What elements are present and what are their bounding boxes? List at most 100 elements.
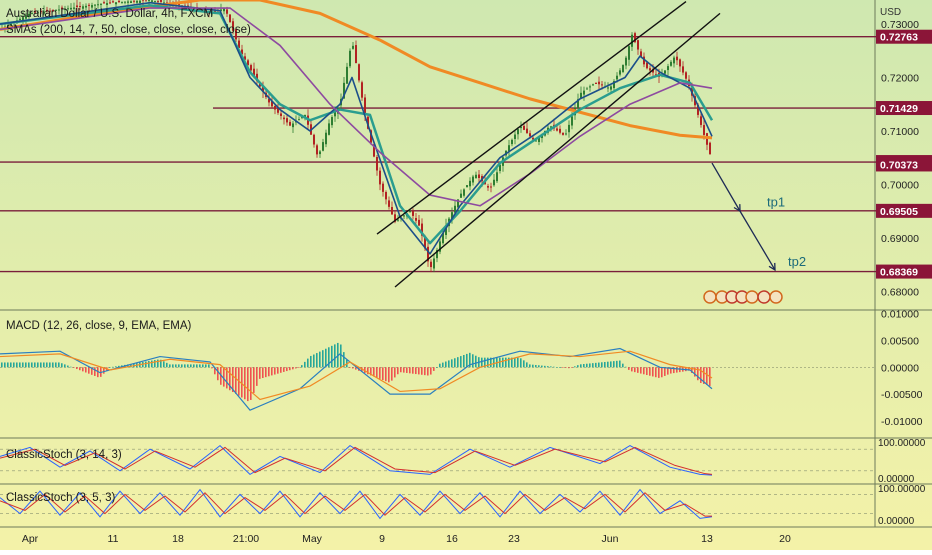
macd-histogram-bar [316, 353, 318, 368]
candle-body [301, 117, 303, 119]
event-flag[interactable] [757, 290, 771, 304]
level-price-tag[interactable] [876, 157, 932, 172]
event-flag[interactable] [703, 290, 717, 304]
macd-histogram-bar [241, 367, 243, 398]
stoch1-line-1[interactable] [0, 444, 713, 476]
candle-body [703, 125, 705, 135]
candle-body [697, 104, 699, 115]
candle-body [250, 65, 252, 71]
time-tick-label: 21:00 [233, 533, 259, 545]
level-price-tag[interactable] [876, 264, 932, 279]
candle-body [421, 223, 423, 236]
time-tick-label: 11 [108, 533, 119, 545]
stoch1-line-2[interactable] [0, 446, 713, 475]
level-price-tag[interactable] [876, 203, 932, 218]
macd-histogram-bar [631, 367, 633, 372]
macd-histogram-bar [184, 364, 186, 368]
macd-histogram-bar [694, 367, 696, 377]
sma-line-1[interactable] [0, 0, 713, 140]
macd-histogram-bar [436, 367, 438, 368]
candle-body [442, 232, 444, 244]
stoch2-line-1[interactable] [0, 488, 713, 520]
target-label[interactable]: tp1 [767, 195, 785, 210]
candle-body [55, 9, 57, 11]
level-price-tag[interactable] [876, 101, 932, 116]
macd-histogram-bar [70, 366, 72, 368]
macd-histogram-bar [589, 363, 591, 368]
macd-tick-label: 0.00000 [881, 362, 919, 374]
candle-body [49, 10, 51, 12]
candle-body [235, 29, 237, 40]
symbol-title[interactable]: Australian Dollar / U.S. Dollar, 4h, FXC… [6, 8, 213, 20]
stoch2-indicator-label[interactable]: ClassicStoch (3, 5, 3) [6, 492, 115, 504]
channel-line[interactable] [376, 1, 687, 235]
macd-histogram-bar [82, 367, 84, 372]
macd-line[interactable] [0, 347, 713, 411]
macd-histogram-bar [409, 367, 411, 374]
macd-histogram-bar [556, 367, 558, 368]
event-flag[interactable] [745, 290, 759, 304]
macd-histogram-bar [148, 361, 150, 368]
candle-body [565, 133, 567, 135]
macd-histogram-bar [661, 367, 663, 378]
macd-tick-label: -0.00500 [881, 389, 923, 401]
candle-body [610, 86, 612, 90]
macd-histogram-bar [205, 364, 207, 368]
macd-histogram-bar [505, 357, 507, 368]
macd-histogram-bar [244, 367, 246, 400]
candle-body [628, 46, 630, 60]
candle-body [346, 66, 348, 84]
candle-body [568, 124, 570, 133]
sma-line-2[interactable] [0, 4, 714, 245]
macd-histogram-bar [679, 367, 681, 373]
macd-signal-line[interactable] [0, 350, 713, 401]
macd-histogram-bar [178, 364, 180, 368]
macd-histogram-bar [559, 367, 561, 368]
macd-histogram-bar [421, 367, 423, 375]
macd-indicator-label[interactable]: MACD (12, 26, close, 9, EMA, EMA) [6, 320, 192, 332]
candle-body [94, 4, 96, 6]
candle-body [613, 81, 615, 89]
candle-body [283, 117, 285, 120]
candle-body [433, 258, 435, 269]
candle-body [82, 6, 84, 9]
macd-histogram-bar [310, 355, 312, 368]
stoch2-line-2[interactable] [0, 492, 712, 517]
time-tick-label: 9 [379, 533, 385, 545]
sma-line-3[interactable] [0, 1, 713, 255]
macd-histogram-bar [583, 364, 585, 368]
macd-histogram-bar [388, 367, 390, 383]
channel-line[interactable] [394, 12, 721, 288]
candle-body [322, 142, 324, 151]
candle-body [655, 74, 657, 76]
candle-body [226, 9, 228, 14]
macd-histogram-bar [199, 364, 201, 368]
forecast-arrow[interactable] [711, 162, 741, 212]
candle-body [562, 132, 564, 135]
candle-body [286, 118, 288, 123]
event-flag[interactable] [769, 290, 783, 304]
macd-histogram-bar [127, 364, 129, 368]
candle-body [616, 75, 618, 80]
macd-histogram-bar [508, 357, 510, 368]
candle-body [157, 1, 159, 3]
macd-histogram-bar [235, 367, 237, 394]
macd-histogram-bar [64, 364, 66, 368]
candle-body [415, 217, 417, 221]
level-price-tag[interactable] [876, 29, 932, 44]
time-tick-label: Apr [22, 533, 39, 545]
macd-histogram-bar [226, 367, 228, 389]
candle-body [490, 186, 492, 188]
forecast-arrow[interactable] [739, 210, 776, 271]
macd-histogram-bar [4, 362, 6, 368]
macd-histogram-bar [211, 367, 213, 369]
macd-histogram-bar [703, 367, 705, 384]
macd-histogram-bar [46, 362, 48, 368]
candle-body [454, 205, 456, 213]
candle-body [160, 0, 162, 2]
stoch-tick-label: 100.00000 [878, 438, 926, 449]
stoch1-indicator-label[interactable]: ClassicStoch (3, 14, 3) [6, 449, 122, 461]
target-label[interactable]: tp2 [788, 254, 806, 269]
sma-indicator-label[interactable]: SMAs (200, 14, 7, 50, close, close, clos… [6, 24, 251, 36]
